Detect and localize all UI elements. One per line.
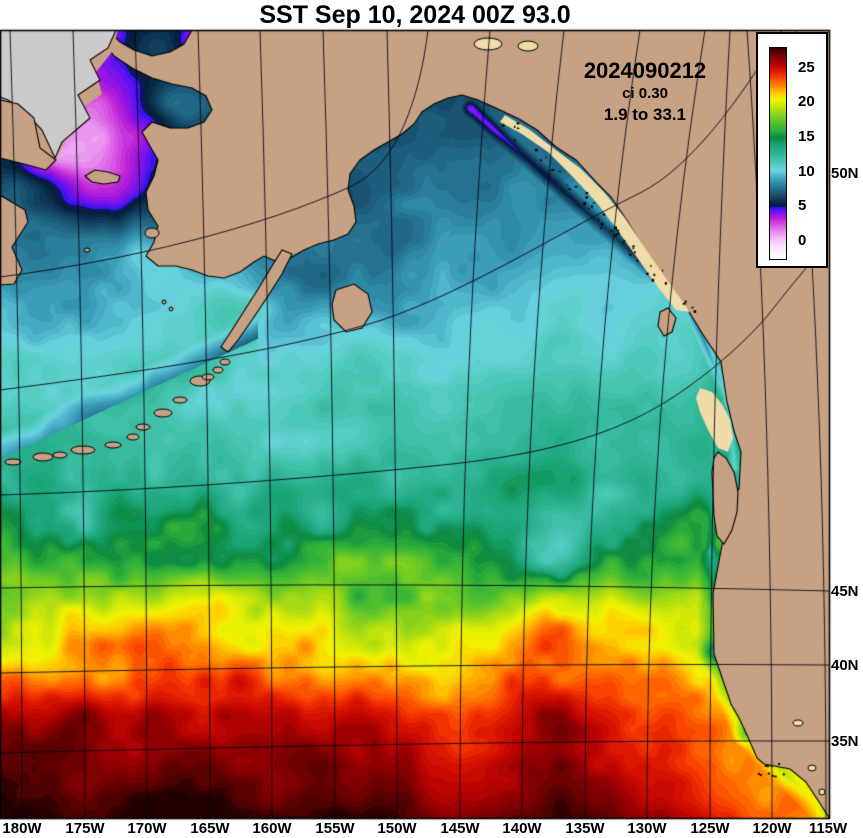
colorbar-tick-10: 10: [798, 162, 815, 180]
lon-label-140W: 140W: [502, 820, 542, 837]
lon-label-170W: 170W: [127, 820, 167, 837]
lat-label-50N: 50N: [831, 165, 859, 182]
lon-label-180W: 180W: [2, 820, 42, 837]
data-range-label: 1.9 to 33.1: [603, 105, 687, 124]
lon-label-165W: 165W: [190, 820, 230, 837]
colorbar-tick-5: 5: [798, 197, 807, 215]
lon-label-115W: 115W: [808, 820, 848, 837]
lon-label-155W: 155W: [315, 820, 355, 837]
colorbar-gradient-strip: [769, 47, 787, 260]
lon-label-130W: 130W: [627, 820, 667, 837]
lat-label-40N: 40N: [831, 657, 859, 674]
lon-label-150W: 150W: [377, 820, 417, 837]
lon-label-145W: 145W: [440, 820, 480, 837]
lon-label-160W: 160W: [252, 820, 292, 837]
lat-label-35N: 35N: [831, 733, 859, 750]
lon-label-120W: 120W: [752, 820, 792, 837]
lon-label-135W: 135W: [565, 820, 605, 837]
lon-label-175W: 175W: [65, 820, 105, 837]
colorbar-tick-0: 0: [798, 231, 807, 249]
page-title: SST Sep 10, 2024 00Z 93.0: [259, 1, 571, 29]
colorbar: 25 20 15 10 5 0: [756, 32, 828, 268]
colorbar-tick-25: 25: [798, 58, 815, 76]
contour-interval-label: ci 0.30: [622, 85, 668, 102]
lon-label-125W: 125W: [690, 820, 730, 837]
colorbar-tick-15: 15: [798, 127, 815, 145]
colorbar-tick-20: 20: [798, 93, 815, 111]
lat-label-45N: 45N: [831, 583, 859, 600]
model-run-id: 2024090212: [583, 58, 707, 83]
annotation-block: 2024090212 ci 0.30 1.9 to 33.1: [535, 58, 755, 126]
